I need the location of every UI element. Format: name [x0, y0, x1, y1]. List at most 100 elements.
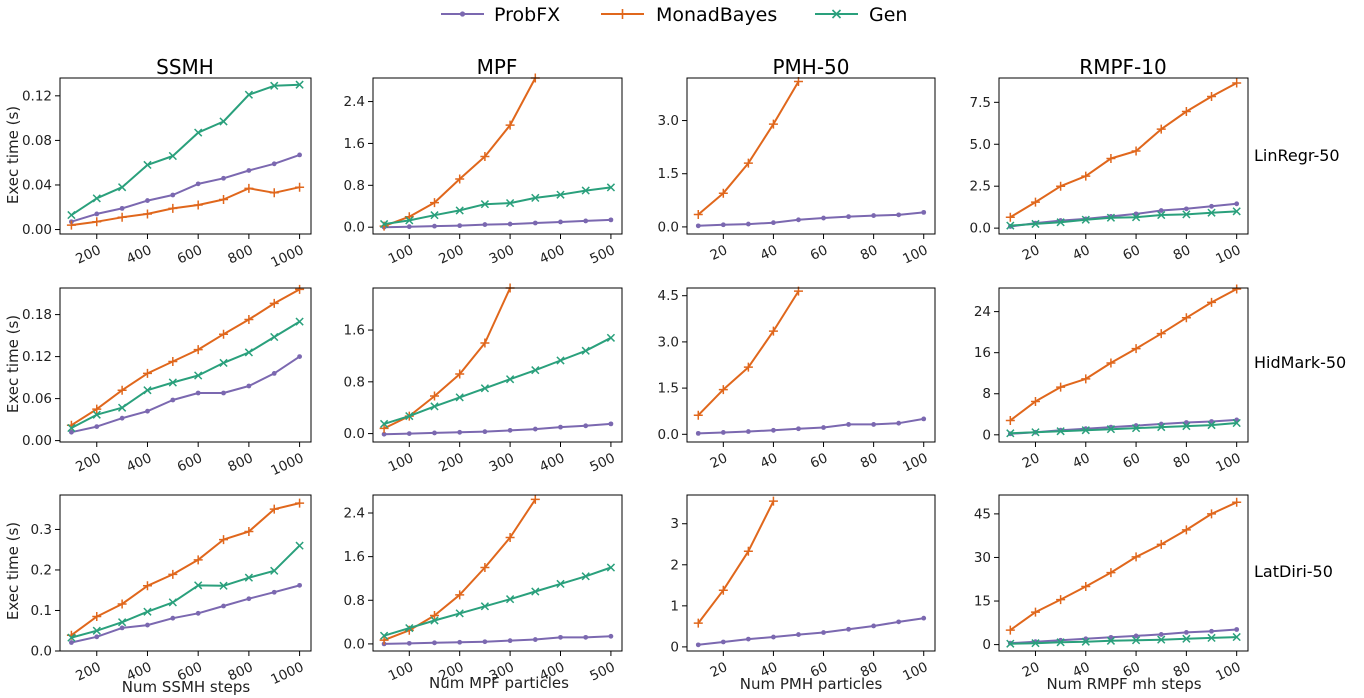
- x-tick-label: 800: [225, 242, 255, 267]
- y-tick-label: 2: [670, 557, 679, 573]
- data-point: [1232, 78, 1242, 88]
- data-point: [246, 168, 252, 173]
- data-point: [1234, 201, 1240, 207]
- y-tick-label: 0.0: [344, 636, 365, 652]
- data-point: [921, 209, 927, 215]
- axes-frame: [372, 287, 623, 443]
- y-tick-label: 0: [670, 639, 679, 655]
- series-monadbayes: [379, 283, 515, 433]
- data-point: [379, 219, 389, 229]
- subplot-r1c1: 0.00 0.04 0.08 0.12 200 400 600 800 1000: [22, 77, 312, 271]
- data-point: [269, 188, 279, 198]
- series-line-monadbayes: [1009, 501, 1238, 631]
- y-tick-label: 1.5: [658, 166, 679, 182]
- data-point: [219, 329, 229, 339]
- data-point: [921, 416, 927, 422]
- data-point: [1030, 396, 1040, 406]
- data-point: [432, 640, 437, 646]
- data-point: [117, 212, 127, 222]
- data-point: [1031, 219, 1040, 229]
- series-probfx: [381, 421, 614, 437]
- data-point: [170, 615, 176, 621]
- data-point: [455, 174, 465, 184]
- data-point: [846, 626, 851, 632]
- data-point: [482, 639, 488, 645]
- data-point: [695, 430, 701, 436]
- data-point: [195, 181, 201, 187]
- axes-frame: [59, 77, 312, 235]
- axes-frame: [372, 77, 623, 235]
- series-line-monadbayes: [697, 500, 775, 624]
- y-tick-label: 0.0: [344, 426, 365, 442]
- y-tick-label: 2.4: [344, 94, 365, 110]
- x-tick-label: 80: [858, 659, 880, 681]
- data-point: [556, 190, 565, 199]
- series-gen: [1006, 632, 1241, 648]
- data-point: [195, 390, 201, 396]
- data-point: [221, 390, 226, 396]
- x-tick-label: 400: [124, 242, 154, 267]
- data-point: [531, 193, 540, 203]
- series-line-monadbayes: [383, 498, 537, 642]
- data-point: [455, 609, 464, 618]
- data-point: [94, 424, 100, 429]
- data-point: [170, 192, 176, 198]
- y-tick-label: 0.8: [344, 593, 365, 609]
- data-point: [720, 430, 726, 435]
- data-point: [1106, 358, 1116, 368]
- axes-frame: [59, 287, 312, 443]
- data-point: [221, 603, 226, 609]
- data-point: [871, 213, 877, 218]
- axes-frame: [686, 77, 936, 235]
- data-point: [821, 425, 826, 430]
- series-gen: [1006, 418, 1241, 438]
- data-point: [1056, 382, 1066, 392]
- data-point: [1232, 632, 1241, 642]
- data-point: [771, 634, 776, 640]
- y-tick-label: 0.2: [31, 562, 52, 578]
- x-tick-label: 300: [487, 450, 517, 475]
- y-tick-label: 0.18: [22, 307, 52, 323]
- data-point: [505, 375, 515, 384]
- data-point: [1081, 215, 1090, 224]
- x-tick-label: 200: [73, 450, 103, 475]
- data-point: [193, 345, 203, 355]
- series-gen: [67, 541, 304, 642]
- data-point: [532, 426, 538, 432]
- y-tick-label: 0.00: [22, 222, 52, 238]
- data-point: [119, 415, 125, 421]
- data-point: [606, 563, 616, 572]
- data-point: [69, 640, 74, 645]
- data-point: [168, 203, 178, 213]
- series-line-gen: [383, 186, 612, 226]
- data-point: [480, 384, 490, 393]
- data-point: [608, 633, 614, 639]
- data-point: [117, 599, 127, 609]
- data-point: [244, 573, 254, 582]
- data-point: [244, 348, 254, 357]
- data-point: [532, 220, 538, 226]
- data-point: [117, 403, 127, 412]
- column-title-pmh-50: PMH-50: [772, 55, 849, 79]
- x-tick-label: 60: [808, 450, 830, 472]
- series-line-gen: [1010, 636, 1237, 645]
- data-point: [269, 298, 279, 308]
- series-monadbayes: [1005, 78, 1242, 222]
- x-tick-label: 100: [386, 242, 416, 267]
- data-point: [1207, 509, 1217, 519]
- y-tick-label: 8: [982, 386, 991, 402]
- data-point: [1005, 415, 1015, 425]
- x-tick-label: 600: [175, 242, 205, 267]
- data-point: [194, 371, 203, 380]
- data-point: [720, 222, 726, 228]
- x-tick-label: 60: [1120, 659, 1142, 681]
- data-point: [219, 358, 228, 368]
- x-tick-label: 20: [708, 450, 730, 472]
- legend-label-probfx: ProbFX: [494, 4, 560, 26]
- data-point: [1183, 630, 1189, 635]
- y-tick-label: 3.0: [658, 334, 679, 350]
- data-point: [219, 535, 229, 545]
- data-point: [1056, 181, 1066, 191]
- data-point: [405, 411, 414, 421]
